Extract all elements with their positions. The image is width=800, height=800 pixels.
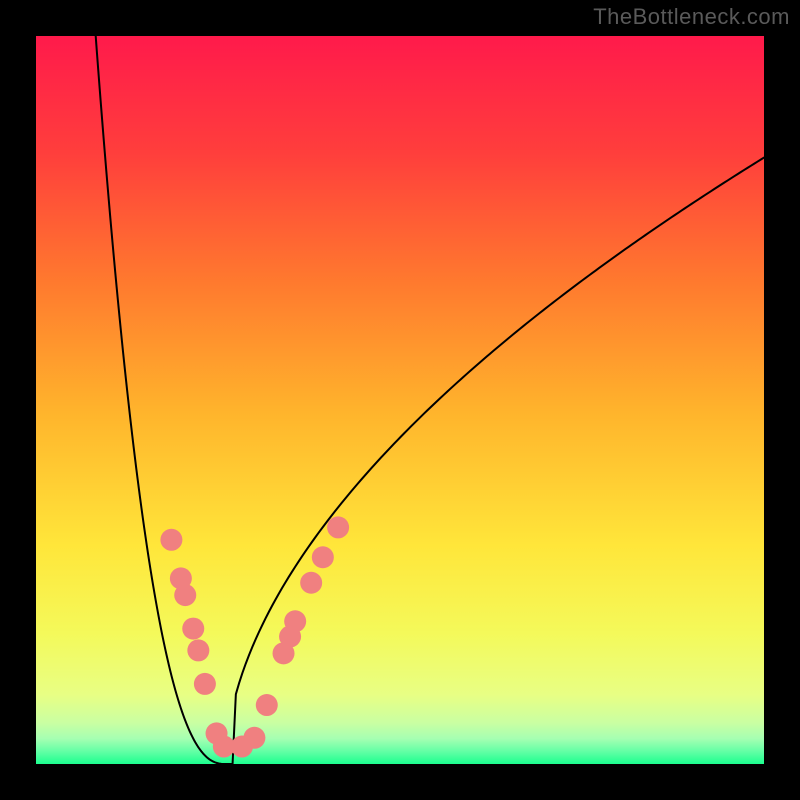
curve-marker <box>187 639 209 661</box>
curve-marker <box>300 572 322 594</box>
curve-marker <box>256 694 278 716</box>
curve-marker <box>194 673 216 695</box>
bottleneck-chart <box>0 0 800 800</box>
plot-background <box>36 36 764 764</box>
curve-marker <box>243 727 265 749</box>
curve-marker <box>327 516 349 538</box>
curve-marker <box>174 584 196 606</box>
chart-container: TheBottleneck.com <box>0 0 800 800</box>
curve-marker <box>160 529 182 551</box>
curve-marker <box>284 610 306 632</box>
watermark-text: TheBottleneck.com <box>593 4 790 30</box>
curve-marker <box>312 546 334 568</box>
curve-marker <box>182 618 204 640</box>
